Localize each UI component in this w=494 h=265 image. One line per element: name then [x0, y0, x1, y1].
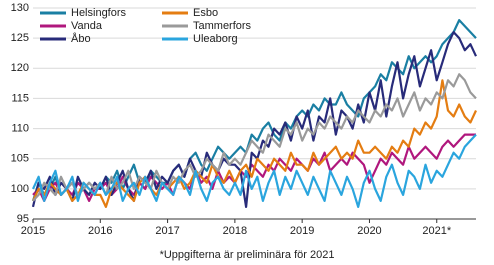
y-tick-label: 95 — [17, 213, 29, 225]
x-tick-label: 2017 — [155, 225, 179, 237]
legend-label: Vanda — [71, 20, 103, 32]
y-tick-label: 130 — [11, 2, 29, 14]
line-series — [31, 31, 477, 208]
x-tick-label: 2016 — [88, 225, 112, 237]
y-tick-label: 105 — [11, 153, 29, 165]
y-tick-label: 110 — [11, 122, 29, 134]
x-tick-label: 2019 — [290, 225, 314, 237]
legend-label: Helsingfors — [71, 7, 127, 19]
line-series — [32, 73, 477, 202]
y-tick-label: 115 — [11, 92, 29, 104]
line-series — [32, 79, 477, 208]
footnote: *Uppgifterna är preliminära för 2021 — [160, 249, 335, 261]
y-tick-label: 100 — [11, 183, 29, 195]
x-tick-label: 2020 — [357, 225, 381, 237]
legend-label: Tammerfors — [193, 20, 252, 32]
line-series — [32, 133, 477, 208]
legend-label: Uleaborg — [193, 33, 238, 45]
x-tick-label: 2015 — [21, 225, 45, 237]
y-tick-label: 120 — [11, 62, 29, 74]
x-tick-label: 2021* — [422, 225, 451, 237]
legend-label: Åbo — [71, 32, 91, 45]
line-series — [31, 19, 477, 202]
x-tick-label: 2018 — [223, 225, 247, 237]
legend-label: Esbo — [193, 7, 218, 19]
y-tick-label: 125 — [11, 32, 29, 44]
